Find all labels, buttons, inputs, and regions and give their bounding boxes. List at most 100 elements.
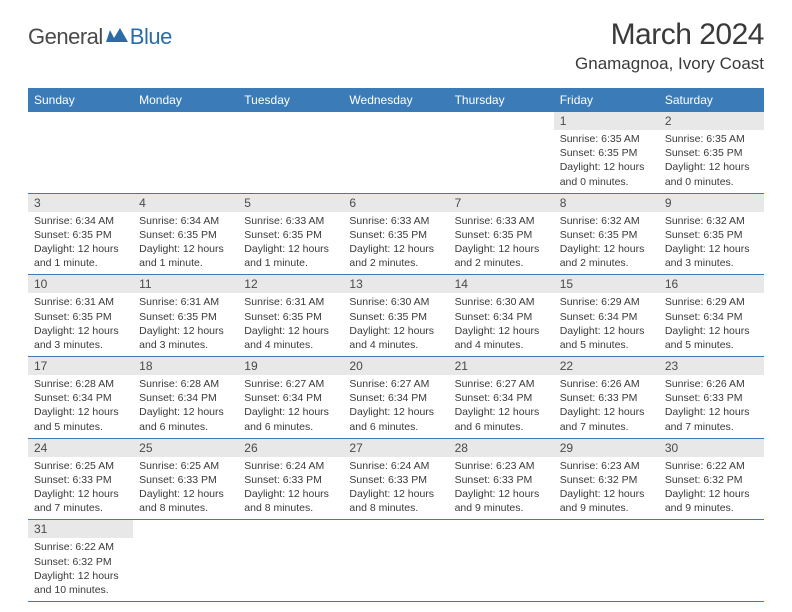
- sunrise-text: Sunrise: 6:23 AM: [560, 459, 653, 473]
- calendar-week-row: 10Sunrise: 6:31 AMSunset: 6:35 PMDayligh…: [28, 275, 764, 357]
- sunset-text: Sunset: 6:34 PM: [665, 310, 758, 324]
- day-number: 8: [554, 194, 659, 212]
- daylight-text: Daylight: 12 hours and 1 minute.: [244, 242, 337, 270]
- daylight-text: Daylight: 12 hours and 4 minutes.: [349, 324, 442, 352]
- sunrise-text: Sunrise: 6:30 AM: [455, 295, 548, 309]
- daylight-text: Daylight: 12 hours and 2 minutes.: [455, 242, 548, 270]
- daylight-text: Daylight: 12 hours and 2 minutes.: [560, 242, 653, 270]
- day-number: 6: [343, 194, 448, 212]
- day-number: 24: [28, 439, 133, 457]
- day-cell: 21Sunrise: 6:27 AMSunset: 6:34 PMDayligh…: [449, 357, 554, 439]
- day-info: Sunrise: 6:32 AMSunset: 6:35 PMDaylight:…: [659, 212, 764, 275]
- day-cell: [343, 112, 448, 193]
- day-cell: 7Sunrise: 6:33 AMSunset: 6:35 PMDaylight…: [449, 193, 554, 275]
- sunset-text: Sunset: 6:35 PM: [139, 310, 232, 324]
- day-info: Sunrise: 6:25 AMSunset: 6:33 PMDaylight:…: [28, 457, 133, 520]
- daylight-text: Daylight: 12 hours and 3 minutes.: [665, 242, 758, 270]
- daylight-text: Daylight: 12 hours and 6 minutes.: [139, 405, 232, 433]
- logo-text-general: General: [28, 24, 103, 50]
- day-header-row: SundayMondayTuesdayWednesdayThursdayFrid…: [28, 88, 764, 112]
- day-header: Monday: [133, 88, 238, 112]
- sunset-text: Sunset: 6:34 PM: [244, 391, 337, 405]
- sunrise-text: Sunrise: 6:27 AM: [455, 377, 548, 391]
- day-info: Sunrise: 6:23 AMSunset: 6:32 PMDaylight:…: [554, 457, 659, 520]
- day-cell: 15Sunrise: 6:29 AMSunset: 6:34 PMDayligh…: [554, 275, 659, 357]
- day-info: Sunrise: 6:24 AMSunset: 6:33 PMDaylight:…: [238, 457, 343, 520]
- day-cell: 29Sunrise: 6:23 AMSunset: 6:32 PMDayligh…: [554, 438, 659, 520]
- sunset-text: Sunset: 6:34 PM: [560, 310, 653, 324]
- sunrise-text: Sunrise: 6:28 AM: [139, 377, 232, 391]
- day-cell: 12Sunrise: 6:31 AMSunset: 6:35 PMDayligh…: [238, 275, 343, 357]
- sunrise-text: Sunrise: 6:25 AM: [139, 459, 232, 473]
- sunrise-text: Sunrise: 6:25 AM: [34, 459, 127, 473]
- daylight-text: Daylight: 12 hours and 10 minutes.: [34, 569, 127, 597]
- day-info: Sunrise: 6:22 AMSunset: 6:32 PMDaylight:…: [659, 457, 764, 520]
- day-info: Sunrise: 6:26 AMSunset: 6:33 PMDaylight:…: [554, 375, 659, 438]
- day-cell: [449, 520, 554, 602]
- sunrise-text: Sunrise: 6:32 AM: [665, 214, 758, 228]
- daylight-text: Daylight: 12 hours and 4 minutes.: [455, 324, 548, 352]
- day-info: Sunrise: 6:27 AMSunset: 6:34 PMDaylight:…: [449, 375, 554, 438]
- day-number: 4: [133, 194, 238, 212]
- sunrise-text: Sunrise: 6:28 AM: [34, 377, 127, 391]
- day-cell: [238, 520, 343, 602]
- day-cell: 24Sunrise: 6:25 AMSunset: 6:33 PMDayligh…: [28, 438, 133, 520]
- daylight-text: Daylight: 12 hours and 5 minutes.: [665, 324, 758, 352]
- day-cell: [28, 112, 133, 193]
- sunset-text: Sunset: 6:35 PM: [244, 310, 337, 324]
- calendar-body: 1Sunrise: 6:35 AMSunset: 6:35 PMDaylight…: [28, 112, 764, 602]
- day-number: 22: [554, 357, 659, 375]
- day-cell: 11Sunrise: 6:31 AMSunset: 6:35 PMDayligh…: [133, 275, 238, 357]
- sunset-text: Sunset: 6:35 PM: [244, 228, 337, 242]
- day-cell: 8Sunrise: 6:32 AMSunset: 6:35 PMDaylight…: [554, 193, 659, 275]
- sunset-text: Sunset: 6:33 PM: [665, 391, 758, 405]
- day-info: Sunrise: 6:28 AMSunset: 6:34 PMDaylight:…: [28, 375, 133, 438]
- day-cell: 10Sunrise: 6:31 AMSunset: 6:35 PMDayligh…: [28, 275, 133, 357]
- day-number: 15: [554, 275, 659, 293]
- daylight-text: Daylight: 12 hours and 9 minutes.: [665, 487, 758, 515]
- day-cell: [343, 520, 448, 602]
- day-number: 30: [659, 439, 764, 457]
- sunrise-text: Sunrise: 6:29 AM: [665, 295, 758, 309]
- sunset-text: Sunset: 6:34 PM: [455, 310, 548, 324]
- sunrise-text: Sunrise: 6:26 AM: [665, 377, 758, 391]
- sunset-text: Sunset: 6:33 PM: [349, 473, 442, 487]
- sunrise-text: Sunrise: 6:23 AM: [455, 459, 548, 473]
- day-number: 9: [659, 194, 764, 212]
- day-cell: 20Sunrise: 6:27 AMSunset: 6:34 PMDayligh…: [343, 357, 448, 439]
- sunrise-text: Sunrise: 6:34 AM: [34, 214, 127, 228]
- daylight-text: Daylight: 12 hours and 9 minutes.: [560, 487, 653, 515]
- day-header: Thursday: [449, 88, 554, 112]
- daylight-text: Daylight: 12 hours and 1 minute.: [139, 242, 232, 270]
- sunset-text: Sunset: 6:35 PM: [139, 228, 232, 242]
- sunset-text: Sunset: 6:35 PM: [349, 310, 442, 324]
- sunset-text: Sunset: 6:35 PM: [34, 228, 127, 242]
- daylight-text: Daylight: 12 hours and 8 minutes.: [349, 487, 442, 515]
- daylight-text: Daylight: 12 hours and 7 minutes.: [665, 405, 758, 433]
- day-header: Friday: [554, 88, 659, 112]
- day-info: Sunrise: 6:26 AMSunset: 6:33 PMDaylight:…: [659, 375, 764, 438]
- day-number: 7: [449, 194, 554, 212]
- day-info: Sunrise: 6:23 AMSunset: 6:33 PMDaylight:…: [449, 457, 554, 520]
- day-info: Sunrise: 6:30 AMSunset: 6:34 PMDaylight:…: [449, 293, 554, 356]
- day-number: 29: [554, 439, 659, 457]
- calendar-week-row: 24Sunrise: 6:25 AMSunset: 6:33 PMDayligh…: [28, 438, 764, 520]
- sunset-text: Sunset: 6:33 PM: [139, 473, 232, 487]
- sunset-text: Sunset: 6:33 PM: [560, 391, 653, 405]
- sunset-text: Sunset: 6:32 PM: [34, 555, 127, 569]
- day-cell: [133, 520, 238, 602]
- sunrise-text: Sunrise: 6:35 AM: [560, 132, 653, 146]
- daylight-text: Daylight: 12 hours and 5 minutes.: [34, 405, 127, 433]
- month-year: March 2024: [575, 18, 764, 52]
- daylight-text: Daylight: 12 hours and 7 minutes.: [560, 405, 653, 433]
- day-cell: 9Sunrise: 6:32 AMSunset: 6:35 PMDaylight…: [659, 193, 764, 275]
- day-info: Sunrise: 6:31 AMSunset: 6:35 PMDaylight:…: [238, 293, 343, 356]
- day-info: Sunrise: 6:35 AMSunset: 6:35 PMDaylight:…: [659, 130, 764, 193]
- day-info: Sunrise: 6:31 AMSunset: 6:35 PMDaylight:…: [133, 293, 238, 356]
- daylight-text: Daylight: 12 hours and 9 minutes.: [455, 487, 548, 515]
- day-info: Sunrise: 6:33 AMSunset: 6:35 PMDaylight:…: [343, 212, 448, 275]
- day-info: Sunrise: 6:28 AMSunset: 6:34 PMDaylight:…: [133, 375, 238, 438]
- day-cell: 5Sunrise: 6:33 AMSunset: 6:35 PMDaylight…: [238, 193, 343, 275]
- sunrise-text: Sunrise: 6:31 AM: [34, 295, 127, 309]
- day-cell: 22Sunrise: 6:26 AMSunset: 6:33 PMDayligh…: [554, 357, 659, 439]
